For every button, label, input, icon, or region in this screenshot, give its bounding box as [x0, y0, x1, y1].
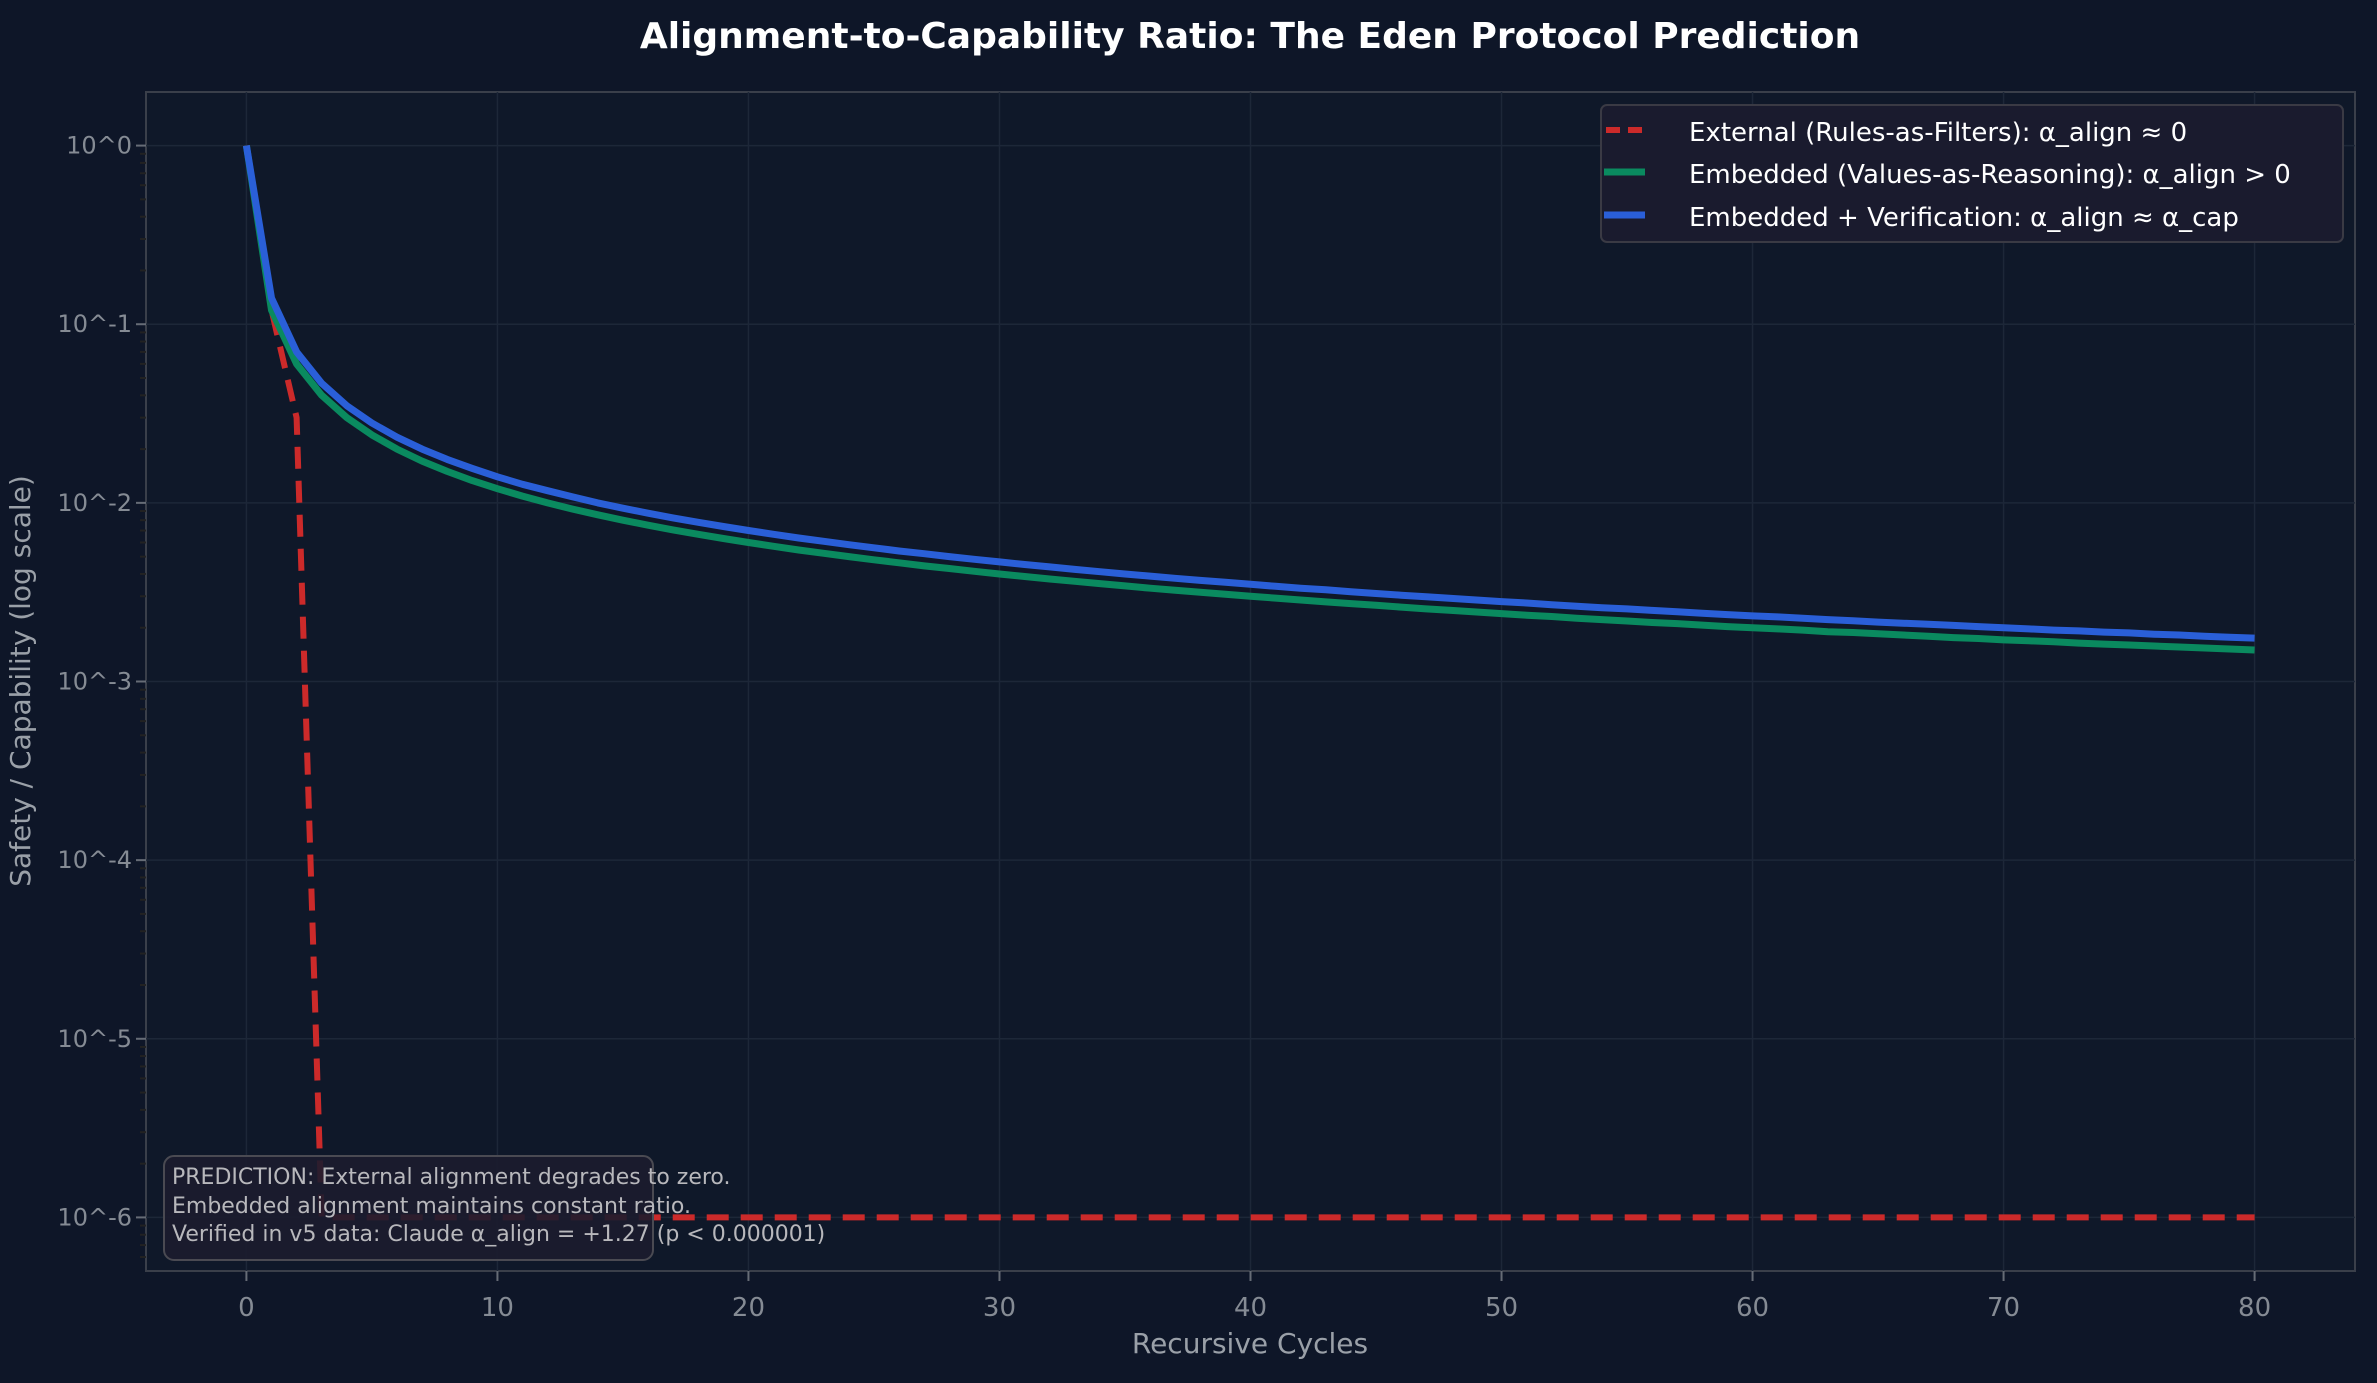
y-tick-label: 10^-1: [57, 310, 132, 338]
x-tick-label: 40: [1234, 1293, 1267, 1323]
series-line-verification: [242, 145, 2255, 642]
annotation-line-3: Verified in v5 data: Claude α_align = +1…: [172, 1222, 825, 1247]
x-tick-label: 0: [238, 1293, 255, 1323]
annotation-line-2: Embedded alignment maintains constant ra…: [172, 1194, 691, 1219]
y-tick-label: 10^0: [66, 132, 132, 160]
legend-label-external: External (Rules-as-Filters): α_align ≈ 0: [1689, 118, 2187, 148]
y-tick-label: 10^-5: [57, 1025, 132, 1053]
annotation-background: [163, 1155, 654, 1261]
x-tick-label: 60: [1736, 1293, 1769, 1323]
y-tick-label: 10^-4: [57, 846, 132, 874]
x-axis-label: Recursive Cycles: [1132, 1327, 1368, 1360]
series-line-embedded: [242, 145, 2255, 654]
annotation-line-1: PREDICTION: External alignment degrades …: [172, 1165, 731, 1190]
x-tick-label: 70: [1987, 1293, 2020, 1323]
legend-label-verification: Embedded + Verification: α_align ≈ α_cap: [1689, 203, 2239, 233]
x-tick-label: 20: [732, 1293, 765, 1323]
x-tick-label: 50: [1485, 1293, 1518, 1323]
y-tick-label: 10^-2: [57, 489, 132, 517]
legend: External (Rules-as-Filters): α_align ≈ 0…: [1600, 104, 2344, 243]
x-tick-label: 10: [481, 1293, 514, 1323]
legend-label-embedded: Embedded (Values-as-Reasoning): α_align …: [1689, 160, 2291, 190]
x-tick-label: 30: [983, 1293, 1016, 1323]
y-tick-label: 10^-6: [57, 1203, 132, 1231]
legend-box: [1600, 104, 2344, 243]
y-tick-label: 10^-3: [57, 668, 132, 696]
annotation-box: PREDICTION: External alignment degrades …: [163, 1155, 825, 1261]
x-tick-label: 80: [2238, 1293, 2271, 1323]
chart-title: Alignment-to-Capability Ratio: The Eden …: [640, 16, 1860, 57]
y-axis-label: Safety / Capability (log scale): [4, 475, 37, 887]
